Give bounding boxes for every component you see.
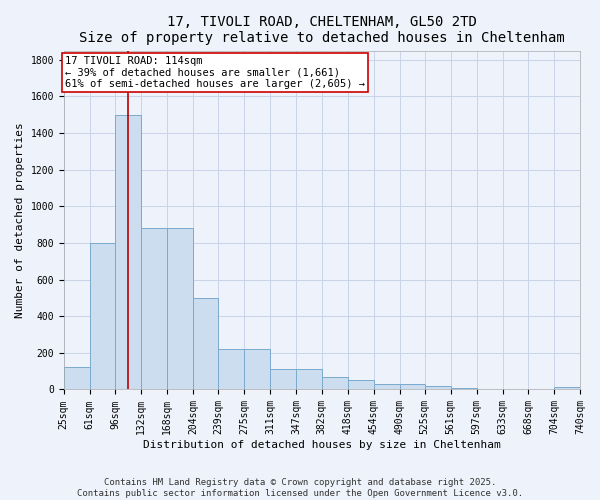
- Bar: [400, 384, 425, 390]
- Bar: [244, 349, 270, 390]
- Bar: [64, 368, 90, 390]
- Bar: [218, 349, 244, 390]
- Bar: [425, 386, 451, 390]
- Bar: [451, 388, 477, 390]
- Text: Contains HM Land Registry data © Crown copyright and database right 2025.
Contai: Contains HM Land Registry data © Crown c…: [77, 478, 523, 498]
- Bar: [167, 228, 193, 390]
- Bar: [141, 228, 167, 390]
- X-axis label: Distribution of detached houses by size in Cheltenham: Distribution of detached houses by size …: [143, 440, 501, 450]
- Bar: [296, 370, 322, 390]
- Y-axis label: Number of detached properties: Number of detached properties: [15, 122, 25, 318]
- Bar: [270, 370, 296, 390]
- Bar: [90, 243, 115, 390]
- Bar: [374, 384, 400, 390]
- Bar: [115, 114, 141, 390]
- Bar: [322, 376, 347, 390]
- Title: 17, TIVOLI ROAD, CHELTENHAM, GL50 2TD
Size of property relative to detached hous: 17, TIVOLI ROAD, CHELTENHAM, GL50 2TD Si…: [79, 15, 565, 45]
- Bar: [347, 380, 374, 390]
- Text: 17 TIVOLI ROAD: 114sqm
← 39% of detached houses are smaller (1,661)
61% of semi-: 17 TIVOLI ROAD: 114sqm ← 39% of detached…: [65, 56, 365, 89]
- Bar: [193, 298, 218, 390]
- Bar: [554, 386, 580, 390]
